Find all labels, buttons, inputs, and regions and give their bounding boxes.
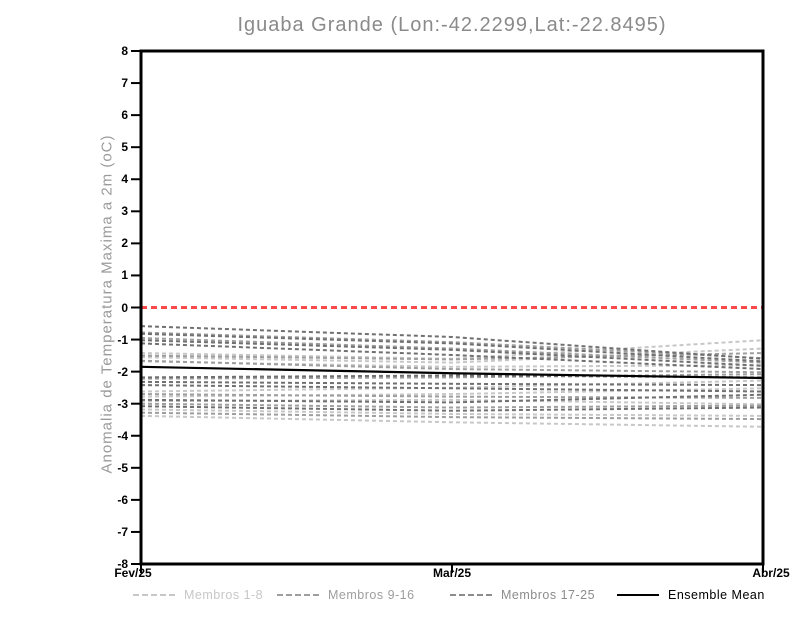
ensemble-member-line bbox=[140, 405, 764, 412]
legend-line-swatch bbox=[617, 594, 659, 596]
ensemble-member-line bbox=[140, 342, 764, 371]
ensemble-member-line bbox=[140, 332, 764, 363]
ensemble-member-line bbox=[140, 331, 764, 360]
legend-line-swatch bbox=[450, 594, 492, 596]
legend-label: Membros 17-25 bbox=[501, 588, 596, 602]
legend-entry: Membros 17-25 bbox=[450, 586, 595, 604]
x-tick-label: Fev/25 bbox=[114, 566, 152, 580]
ensemble-member-line bbox=[140, 359, 764, 374]
ensemble-member-line bbox=[140, 393, 764, 404]
x-tick-label: Abr/25 bbox=[752, 566, 790, 580]
y-tick-label: 7 bbox=[121, 76, 128, 91]
y-tick-label: -6 bbox=[117, 492, 128, 507]
legend-entry: Membros 1-8 bbox=[133, 586, 263, 604]
y-tick-label: 5 bbox=[121, 140, 128, 155]
legend-entry: Membros 9-16 bbox=[277, 586, 415, 604]
chart-legend: Membros 1-8 Membros 9-16 Membros 17-25 Ense… bbox=[0, 586, 800, 606]
legend-line-swatch bbox=[133, 594, 175, 596]
ensemble-member-line bbox=[140, 373, 764, 380]
ensemble-member-line bbox=[140, 414, 764, 428]
y-tick-label: -2 bbox=[117, 364, 128, 379]
ensemble-mean-line bbox=[140, 365, 764, 380]
legend-label: Membros 1-8 bbox=[184, 588, 264, 602]
ensemble-member-line bbox=[140, 336, 764, 364]
y-tick-label: -5 bbox=[117, 460, 128, 475]
y-tick-label: 0 bbox=[121, 300, 128, 315]
chart-title: Iguaba Grande (Lon:-42.2299,Lat:-22.8495… bbox=[237, 14, 667, 36]
legend-line-swatch bbox=[277, 594, 319, 596]
ensemble-member-line bbox=[140, 398, 764, 406]
ensemble-member-line bbox=[140, 408, 764, 417]
ensemble-member-line bbox=[140, 380, 764, 387]
y-tick-label: 3 bbox=[121, 204, 128, 219]
y-tick-label: 6 bbox=[121, 108, 128, 123]
y-tick-label: 4 bbox=[121, 172, 128, 187]
x-tick-label: Mar/25 bbox=[432, 566, 472, 580]
ensemble-member-line bbox=[140, 339, 764, 367]
y-tick-label: -7 bbox=[117, 524, 128, 539]
y-tick-label: -4 bbox=[117, 428, 128, 443]
y-tick-label: 2 bbox=[121, 236, 128, 251]
y-tick-label: 1 bbox=[121, 268, 128, 283]
y-tick-label: -3 bbox=[117, 396, 128, 411]
ensemble-member-line bbox=[140, 411, 764, 421]
y-tick-label: -1 bbox=[117, 332, 128, 347]
ensemble-member-line bbox=[140, 360, 764, 368]
ensemble-member-line bbox=[140, 402, 764, 409]
ensemble-member-line bbox=[140, 325, 764, 360]
legend-entry: Ensemble Mean bbox=[617, 586, 765, 604]
y-tick-label: -8 bbox=[117, 557, 128, 571]
y-tick-label: 8 bbox=[121, 44, 128, 58]
ensemble-member-line bbox=[140, 384, 764, 393]
legend-label: Membros 9-16 bbox=[328, 588, 415, 602]
legend-label: Ensemble Mean bbox=[668, 588, 765, 602]
